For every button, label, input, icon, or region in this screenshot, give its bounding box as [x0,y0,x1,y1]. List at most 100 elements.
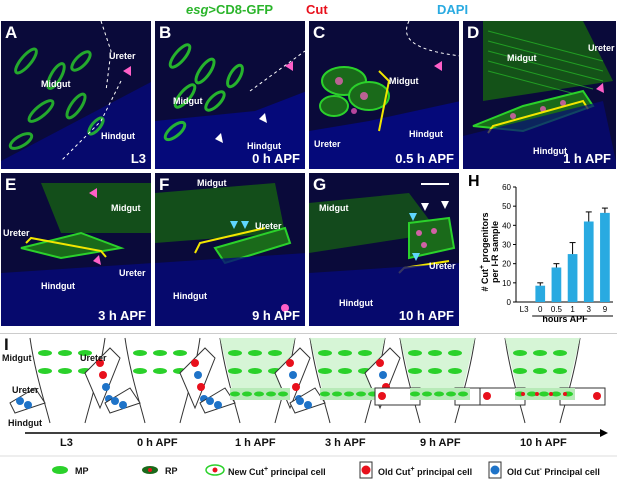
y-tick-label: 30 [502,241,511,250]
mp-cell [268,350,282,356]
mp-cell [448,350,462,356]
y-tick-label: 50 [502,202,511,211]
mp-cell [553,368,567,374]
header-dapi: DAPI [437,2,469,17]
progenitor-cell [320,391,330,397]
label-ureter-right: Ureter [80,353,107,363]
mp-cell [338,350,352,356]
principal-cell [593,392,601,400]
panel-f: F Midgut Ureter Hindgut 9 h APF [154,172,306,327]
y-tick-label: 40 [502,221,511,230]
principal-cell [304,401,312,409]
diagram-svg [0,337,617,479]
figure-header: esg>CD8-GFP Cut DAPI [0,0,617,20]
panel-c: C Midgut Ureter Hindgut 0.5 h APF [308,20,460,170]
midgut-region [400,338,475,393]
bar [535,285,546,302]
x-tick-label: 0 [538,305,543,314]
new-cut-cell [535,392,539,396]
new-cut-cell [521,392,525,396]
header-cut: Cut [306,2,328,17]
mp-cell [358,350,372,356]
schematic-diagram: I Midgut Ureter Ureter Hindgut L3 0 h AP… [0,333,617,493]
y-tick-label: 20 [502,260,511,269]
principal-cell [379,371,387,379]
x-tick-label: L3 [520,305,529,314]
legend-mp-symbol [52,466,68,474]
mp-cell [428,368,442,374]
mp-cell [58,350,72,356]
principal-cell [194,371,202,379]
legend-rp-dot [148,468,152,472]
mp-cell [338,368,352,374]
diagram-panel-label: I [4,335,9,354]
progenitor-cell [539,391,549,397]
principal-cell [483,392,491,400]
principal-cell [119,401,127,409]
progenitor-cell [242,391,252,397]
panel-e: E Midgut Ureter Ureter Hindgut 3 h APF [0,172,152,327]
timeline-1h: 1 h APF [235,437,276,449]
principal-cell [197,383,205,391]
x-tick-label: 0.5 [551,305,563,314]
mp-cell [58,368,72,374]
progenitor-cell [332,391,342,397]
mp-cell [448,368,462,374]
mp-cell [408,350,422,356]
x-tick-label: 1 [570,305,575,314]
mp-cell [248,368,262,374]
legend-old-pos-dot [361,465,371,475]
principal-cell [99,371,107,379]
label-midgut: Midgut [2,353,32,363]
principal-cell [24,401,32,409]
principal-cell [111,397,119,405]
new-cut-cell [549,392,553,396]
x-tick-label: 3 [587,305,592,314]
progenitor-cell [422,391,432,397]
panel-d: D Midgut Ureter Hindgut 1 h APF [462,20,617,170]
principal-cell [296,397,304,405]
mp-cell [408,368,422,374]
mp-cell [228,350,242,356]
progenitor-cell [278,391,288,397]
principal-cell [376,359,384,367]
legend-new-cut-symbol [205,464,225,476]
midgut-region [505,338,580,393]
legend-new-cut: New Cut+ principal cell [228,466,326,477]
timeline-9h: 9 h APF [420,437,461,449]
mp-cell [133,350,147,356]
mp-cell [318,350,332,356]
mp-cell [153,368,167,374]
mp-cell [38,350,52,356]
y-tick-label: 60 [502,183,511,192]
principal-cell [286,359,294,367]
gut-outline [399,337,476,424]
progenitor-cell [458,391,468,397]
timeline-0h: 0 h APF [137,437,178,449]
progenitor-cell [230,391,240,397]
mp-cell [533,368,547,374]
principal-cell [289,371,297,379]
legend-old-neg-dot [490,465,500,475]
mp-cell [38,368,52,374]
legend-rp: RP [165,466,178,476]
mp-cell [133,368,147,374]
header-esg: esg>CD8-GFP [186,2,274,17]
progenitor-cell [551,391,561,397]
mp-cell [553,350,567,356]
chart-ylabel-2: per I-R sample [490,221,500,283]
panel-a: A Ureter Midgut Hindgut L3 [0,20,152,170]
mp-cell [153,350,167,356]
panel-label: A [5,23,18,42]
bar [583,221,594,302]
principal-cell [16,397,24,405]
timeline-arrowhead [600,429,608,437]
chart-panel-label: H [468,173,480,190]
mp-cell [513,368,527,374]
gut-outline [504,337,581,424]
progenitor-cell [254,391,264,397]
progenitor-cell [356,391,366,397]
legend-old-cut-neg: Old Cut- Principal cell [507,466,600,477]
mp-cell [533,350,547,356]
mp-cell [228,368,242,374]
